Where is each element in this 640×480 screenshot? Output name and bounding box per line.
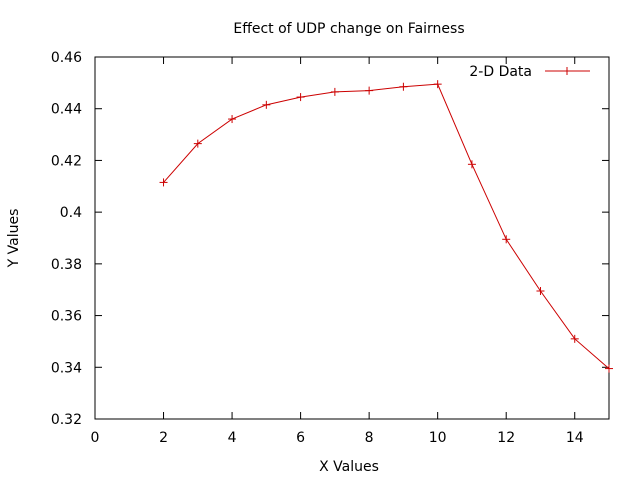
data-point [228, 115, 237, 124]
data-point [262, 100, 271, 109]
legend-label-2d-data: 2-D Data [469, 64, 532, 80]
series-line [163, 83, 610, 369]
plot-border [94, 56, 610, 420]
series-layer [159, 80, 613, 373]
data-point [330, 87, 339, 96]
data-point [570, 334, 579, 343]
x-axis-title: X Values [319, 459, 379, 475]
y-tick-label: 0.36 [51, 309, 82, 325]
x-tick-label: 6 [296, 430, 305, 446]
data-point [193, 139, 202, 148]
data-point [433, 80, 442, 89]
y-tick-label: 0.42 [51, 153, 82, 169]
y-tick-label: 0.4 [60, 205, 82, 221]
legend-marker [563, 67, 571, 75]
data-point [605, 364, 613, 373]
x-tick-label: 12 [497, 430, 515, 446]
y-tick-label: 0.34 [51, 360, 82, 376]
data-point [159, 178, 168, 187]
y-tick-label: 0.38 [51, 257, 82, 273]
chart-title: Effect of UDP change on Fairness [233, 21, 464, 37]
x-tick-label: 14 [566, 430, 584, 446]
y-tick-label: 0.46 [51, 50, 82, 66]
legend: 2-D Data [469, 64, 590, 80]
y-tick-label: 0.32 [51, 412, 82, 428]
data-point [467, 160, 476, 169]
x-tick-label: 0 [91, 430, 100, 446]
data-point [536, 287, 545, 296]
x-tick-label: 8 [365, 430, 374, 446]
x-tick-label: 2 [159, 430, 168, 446]
y-axis: 0.32 0.34 0.36 0.38 0.4 0.42 0.44 0.46 [51, 50, 609, 428]
data-point [365, 86, 374, 95]
data-point [399, 82, 408, 91]
y-tick-label: 0.44 [51, 102, 82, 118]
data-point [502, 235, 511, 244]
x-tick-label: 4 [228, 430, 237, 446]
x-tick-label: 10 [429, 430, 447, 446]
data-point [296, 93, 305, 102]
y-axis-title: Y Values [6, 209, 22, 269]
x-axis: 0 2 4 6 8 10 12 14 [91, 57, 584, 446]
plot-frame [94, 56, 610, 420]
